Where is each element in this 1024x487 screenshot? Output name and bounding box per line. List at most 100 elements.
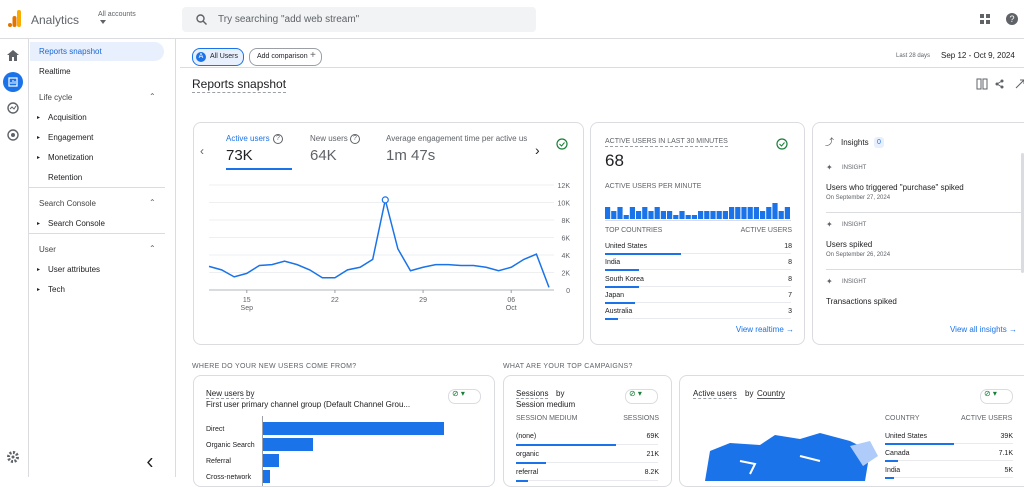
- link-text: View all insights: [949, 325, 1007, 334]
- row-track: [605, 269, 791, 271]
- card-title-dimension[interactable]: Country: [757, 389, 786, 399]
- country-name: Australia: [605, 308, 633, 316]
- bar-label: Referral: [206, 458, 231, 465]
- y-tick-label: 12K: [558, 183, 571, 190]
- nav-section: Search Console: [39, 199, 96, 208]
- nav-item[interactable]: Engagement: [48, 133, 94, 142]
- bar: [735, 207, 741, 219]
- nav-item[interactable]: Search Console: [48, 219, 105, 228]
- add-comparison-label: Add comparison: [257, 53, 308, 60]
- nav-item[interactable]: Retention: [48, 173, 83, 182]
- bar-label: Cross-network: [206, 474, 252, 481]
- view-insights-link[interactable]: View all insights →: [949, 325, 1017, 334]
- row-bar: [885, 477, 894, 479]
- nav-item[interactable]: User attributes: [48, 265, 101, 274]
- expand-arrow: ▸: [37, 135, 41, 141]
- row-label: organic: [516, 451, 539, 458]
- row-value: 69K: [646, 433, 659, 440]
- card-title-dimension[interactable]: Session medium: [516, 400, 576, 409]
- insight-text: Transactions spiked: [826, 297, 897, 306]
- add-comparison-button[interactable]: Add comparison +: [249, 48, 322, 66]
- insights-badge: 0: [874, 137, 884, 148]
- nav-section: Life cycle: [39, 93, 73, 102]
- apps-icon[interactable]: [980, 14, 990, 24]
- insight-label: INSIGHT: [842, 279, 867, 285]
- date-range-label: Last 28 days: [896, 53, 931, 59]
- sidebar: Reports snapshot Realtime Life cycle ⌃ ▸ Acqu…: [29, 39, 176, 477]
- account-picker[interactable]: All accounts: [98, 11, 136, 18]
- bar: [605, 207, 611, 219]
- row-track: [605, 301, 791, 303]
- divider: [180, 67, 1024, 68]
- bar: [660, 211, 666, 219]
- bar: [685, 215, 691, 219]
- card-title: New users by: [206, 389, 255, 399]
- reports-icon[interactable]: [3, 72, 23, 92]
- dropdown-icon: [100, 20, 106, 24]
- row-track: [885, 460, 1013, 461]
- table-header: SESSION MEDIUM: [516, 415, 578, 422]
- explore-icon[interactable]: [7, 102, 19, 114]
- table-header: COUNTRY: [885, 415, 920, 422]
- subtitle: ACTIVE USERS PER MINUTE: [605, 183, 702, 190]
- per-minute-chart: [605, 203, 790, 219]
- country-value: 8: [788, 275, 792, 283]
- y-tick-label: 2K: [561, 271, 570, 278]
- row-value: 5K: [1004, 467, 1013, 474]
- card-title-metric: Sessions: [516, 389, 549, 399]
- view-realtime-link[interactable]: View realtime →: [735, 325, 794, 334]
- nav-item[interactable]: Reports snapshot: [39, 47, 102, 56]
- nav-item[interactable]: Tech: [48, 285, 65, 294]
- row-label: India: [885, 467, 901, 474]
- card-title-by: by: [745, 389, 754, 398]
- nav-section: User: [39, 245, 56, 254]
- bar: [617, 207, 623, 219]
- bar: [766, 207, 772, 219]
- plus-icon: +: [310, 50, 316, 61]
- home-icon[interactable]: [7, 50, 19, 61]
- insights-icon: ⤴: [825, 137, 835, 147]
- date-range[interactable]: Sep 12 - Oct 9, 2024: [941, 51, 1015, 60]
- bar: [262, 438, 313, 451]
- settings-icon[interactable]: [7, 451, 19, 463]
- axis-line: [262, 416, 263, 486]
- advertising-icon[interactable]: [7, 129, 19, 141]
- y-tick-label: 10K: [558, 201, 571, 208]
- realtime-value: 68: [605, 151, 624, 170]
- nav-item[interactable]: Acquisition: [48, 113, 87, 122]
- sparkle-icon: ✦: [826, 163, 833, 172]
- x-tick-label: 22: [331, 297, 339, 304]
- status-chip[interactable]: ⊘ ▾: [980, 389, 1013, 404]
- status-chip[interactable]: ⊘ ▾: [448, 389, 481, 404]
- dimension-picker[interactable]: First user primary channel group (Defaul…: [206, 400, 411, 409]
- metric-value: 1m 47s: [386, 147, 436, 164]
- next-arrow[interactable]: ›: [535, 142, 540, 158]
- bar: [262, 422, 444, 435]
- row-bar: [516, 480, 528, 482]
- sparkle-icon: ✦: [826, 220, 833, 229]
- scrollbar: [1021, 153, 1024, 273]
- nav-item[interactable]: Monetization: [48, 153, 94, 162]
- help-icon[interactable]: ?: [1006, 13, 1018, 25]
- search-box[interactable]: Try searching "add web stream": [182, 7, 536, 32]
- campaigns-card: Sessions by Session medium ⊘ ▾ SESSION MEDIU…: [503, 375, 672, 487]
- country-value: 8: [788, 259, 792, 267]
- segment-chip[interactable]: A All Users: [192, 48, 244, 66]
- card-title-by: by: [556, 389, 565, 398]
- nav-item[interactable]: Realtime: [39, 67, 71, 76]
- page: Analytics All accounts Try searching "ad…: [0, 7, 1024, 487]
- nav-item-active[interactable]: [30, 42, 164, 61]
- bar: [778, 211, 784, 219]
- hover-point: [381, 196, 389, 204]
- table-header: SESSIONS: [623, 415, 659, 422]
- prev-arrow[interactable]: ‹: [200, 144, 204, 158]
- card-title: Insights: [841, 138, 869, 147]
- collapse-icon[interactable]: [147, 458, 153, 467]
- bar: [673, 215, 679, 219]
- bar: [642, 207, 648, 219]
- status-chip[interactable]: ⊘ ▾: [625, 389, 658, 404]
- expand-arrow: ▸: [37, 267, 41, 273]
- section-heading: WHERE DO YOUR NEW USERS COME FROM?: [192, 363, 357, 370]
- row-bar: [605, 253, 682, 255]
- expand-arrow: ▸: [37, 155, 41, 161]
